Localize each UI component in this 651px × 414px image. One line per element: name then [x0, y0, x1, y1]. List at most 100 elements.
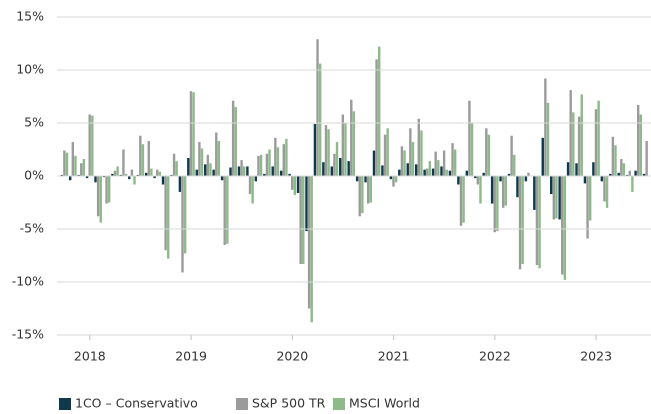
- bar: [136, 174, 139, 176]
- bar: [68, 176, 72, 181]
- bar: [158, 171, 162, 176]
- bar: [164, 176, 167, 251]
- bar: [448, 170, 452, 176]
- bar: [105, 176, 108, 204]
- bar: [614, 145, 617, 176]
- bar: [490, 176, 494, 204]
- legend-label: 1CO – Conservativo: [75, 396, 198, 411]
- bar: [71, 142, 75, 176]
- bar: [155, 169, 159, 176]
- bar: [428, 161, 432, 176]
- bar: [229, 167, 232, 176]
- bar: [541, 137, 544, 176]
- bar: [318, 63, 322, 176]
- bar: [406, 163, 409, 176]
- bar: [220, 176, 224, 181]
- bar: [170, 174, 173, 176]
- bar: [400, 146, 404, 176]
- bar: [206, 154, 210, 176]
- bar: [465, 170, 469, 176]
- bar: [195, 169, 198, 176]
- bar: [198, 142, 201, 176]
- bar: [369, 176, 372, 203]
- bar: [409, 128, 412, 176]
- bar: [322, 162, 325, 176]
- bar: [347, 161, 350, 176]
- bar: [414, 164, 418, 176]
- bar: [144, 172, 148, 176]
- bar: [240, 160, 243, 176]
- y-tick-label: 5%: [24, 115, 44, 130]
- bar: [403, 150, 406, 176]
- bar: [572, 112, 575, 176]
- bar: [96, 176, 100, 217]
- bar: [204, 164, 207, 176]
- bar: [65, 152, 69, 176]
- bar: [510, 135, 513, 176]
- bar: [394, 176, 398, 183]
- bar: [324, 125, 328, 176]
- y-tick-label: 10%: [16, 62, 44, 77]
- bar: [468, 100, 471, 176]
- bar: [82, 159, 86, 176]
- bar: [440, 166, 443, 176]
- bar: [141, 144, 145, 176]
- bar: [124, 173, 128, 176]
- bar: [265, 153, 269, 176]
- bar: [457, 176, 460, 185]
- bar: [147, 141, 150, 176]
- bar: [200, 148, 204, 176]
- bar: [431, 168, 435, 176]
- x-tick-label: 2023: [580, 349, 612, 364]
- bar: [167, 176, 170, 259]
- bar: [642, 173, 646, 176]
- bar: [375, 59, 378, 176]
- bar: [496, 176, 499, 232]
- bar: [485, 128, 488, 176]
- bar: [350, 99, 353, 176]
- bar: [282, 144, 285, 176]
- bar: [493, 176, 496, 233]
- bar: [501, 176, 505, 208]
- bar: [611, 136, 615, 176]
- bar: [482, 172, 485, 176]
- bar: [575, 163, 578, 176]
- bar: [417, 118, 420, 176]
- bar: [513, 154, 516, 176]
- bar: [583, 176, 587, 184]
- bar: [60, 174, 63, 176]
- bar: [344, 123, 347, 176]
- bar: [299, 176, 302, 264]
- y-tick-label: 15%: [16, 9, 44, 24]
- bar: [586, 176, 589, 239]
- bar: [355, 176, 359, 182]
- bar: [335, 142, 339, 176]
- bar: [392, 176, 395, 187]
- x-tick-label: 2021: [378, 349, 410, 364]
- bars: [60, 39, 648, 323]
- bar: [94, 176, 97, 183]
- bar: [518, 176, 522, 270]
- bar: [383, 134, 387, 176]
- bar: [577, 116, 581, 176]
- bar: [316, 39, 319, 177]
- bar: [628, 170, 631, 176]
- bar: [74, 155, 77, 176]
- legend-swatch: [236, 398, 248, 410]
- bar: [451, 143, 454, 176]
- bar: [150, 168, 153, 176]
- y-tick-label: -5%: [20, 221, 44, 236]
- bar: [507, 173, 511, 176]
- bar: [555, 176, 558, 219]
- bar: [339, 157, 342, 176]
- bar: [569, 90, 572, 176]
- x-tick-label: 2019: [175, 349, 207, 364]
- bar: [639, 114, 643, 176]
- bar: [603, 176, 606, 202]
- bar: [133, 176, 136, 185]
- bar: [341, 114, 345, 176]
- bar: [333, 153, 336, 176]
- bar: [122, 149, 125, 176]
- bar: [462, 176, 465, 223]
